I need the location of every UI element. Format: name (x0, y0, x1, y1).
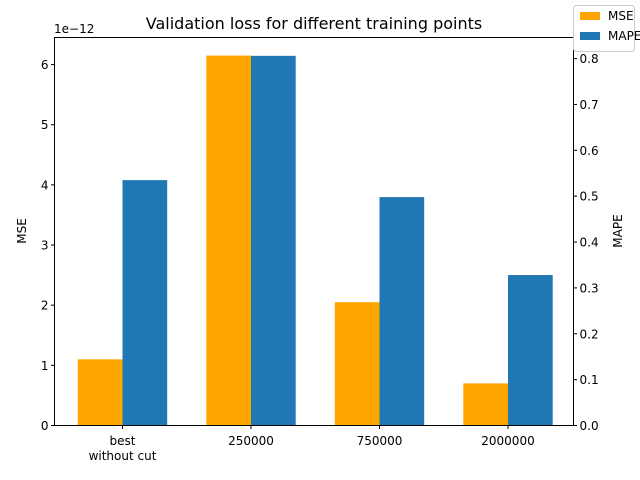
x-tick-label: 750000 (357, 434, 403, 448)
x-tick-label: 250000 (228, 434, 274, 448)
bar-mse-1 (206, 55, 251, 426)
left-tick-label: 0 (41, 419, 49, 433)
bar-mse-2 (334, 302, 380, 426)
legend-swatch-mape (580, 32, 600, 40)
right-tick-label: 0.7 (580, 98, 599, 112)
right-tick-label: 0.8 (580, 52, 599, 66)
legend-label-mse: MSE (608, 9, 634, 23)
right-axis-label: MAPE (611, 214, 625, 247)
legend-label-mape: MAPE (608, 29, 640, 43)
bar-mse-0 (77, 359, 123, 426)
bars-group (77, 55, 553, 426)
left-tick-label: 1 (41, 359, 49, 373)
left-tick-label: 6 (41, 58, 49, 72)
bar-mape-1 (251, 55, 296, 426)
x-tick-label: without cut (89, 449, 157, 463)
right-tick-label: 0.6 (580, 144, 599, 158)
right-tick-label: 0.0 (580, 419, 599, 433)
plot-frame (54, 37, 574, 426)
legend-swatch-mse (580, 12, 600, 20)
x-tick-label: 2000000 (481, 434, 534, 448)
left-tick-label: 2 (41, 299, 49, 313)
bar-mse-3 (463, 383, 508, 426)
bar-mape-3 (508, 275, 553, 426)
right-tick-label: 0.5 (580, 190, 599, 204)
left-tick-label: 4 (41, 178, 49, 192)
right-axis-ticks: 0.0 0.1 0.2 0.3 0.4 0.5 0.6 0.7 0.8 (573, 52, 599, 433)
right-tick-label: 0.3 (580, 281, 599, 295)
left-axis-label: MSE (15, 218, 29, 244)
legend: MSE MAPE (573, 5, 640, 52)
right-tick-label: 0.2 (580, 327, 599, 341)
bar-mape-2 (379, 197, 425, 426)
left-axis-ticks: 0 1 2 3 4 5 6 (41, 58, 55, 433)
bar-mape-0 (122, 180, 168, 426)
right-tick-label: 0.1 (580, 373, 599, 387)
right-tick-label: 0.4 (580, 236, 599, 250)
chart-title: Validation loss for different training p… (146, 14, 482, 33)
left-axis-offset-text: 1e−12 (54, 22, 94, 36)
x-tick-label: best (110, 434, 136, 448)
left-tick-label: 5 (41, 118, 49, 132)
left-tick-label: 3 (41, 239, 49, 253)
